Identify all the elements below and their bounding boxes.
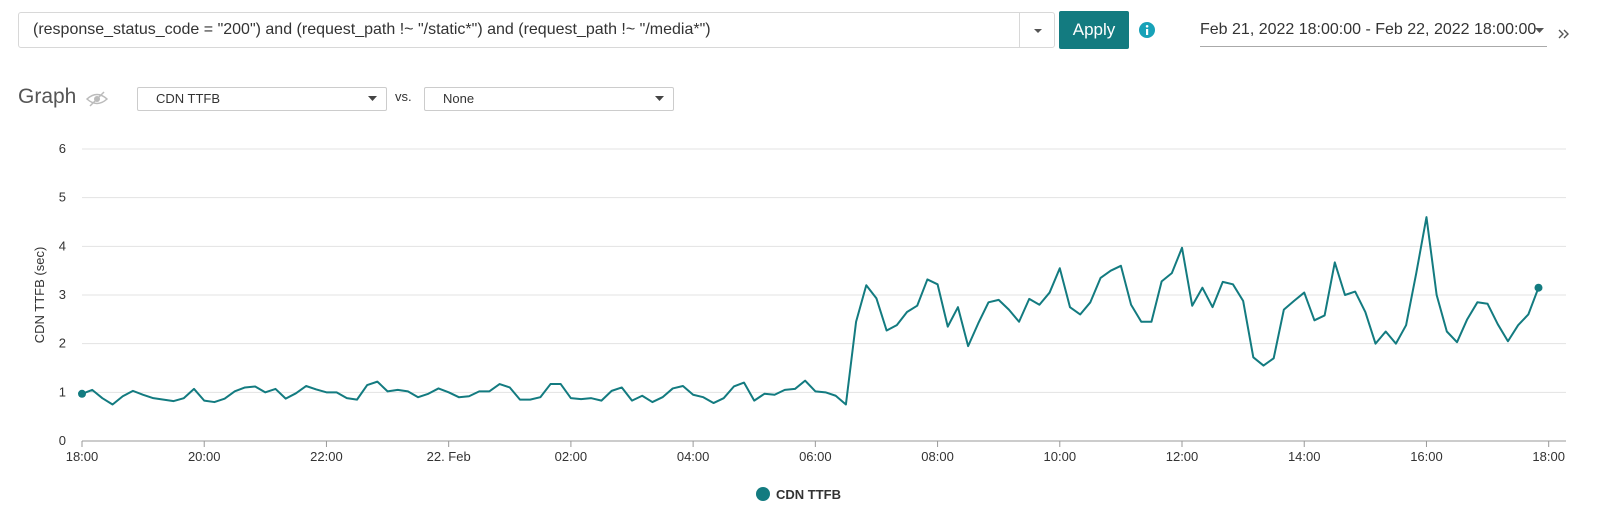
- line-series: [81, 216, 1540, 406]
- y-tick-label: 4: [59, 238, 66, 253]
- x-tick-label: 08:00: [921, 449, 954, 464]
- compare-select[interactable]: None: [424, 87, 674, 111]
- caret-icon: [655, 96, 664, 101]
- x-tick-label: 10:00: [1044, 449, 1077, 464]
- y-tick-label: 1: [59, 384, 66, 399]
- caret-icon: [368, 96, 377, 101]
- date-range[interactable]: Feb 21, 2022 18:00:00 - Feb 22, 2022 18:…: [1200, 16, 1547, 47]
- y-tick-label: 3: [59, 287, 66, 302]
- query-input[interactable]: (response_status_code = "200") and (requ…: [18, 12, 1055, 48]
- visibility-icon[interactable]: [85, 90, 109, 108]
- legend-label: CDN TTFB: [776, 487, 841, 502]
- x-tick-label: 06:00: [799, 449, 832, 464]
- metric-select-text: CDN TTFB: [156, 91, 221, 106]
- graph-title: Graph: [18, 85, 77, 108]
- y-tick-label: 6: [59, 141, 66, 156]
- date-range-text: Feb 21, 2022 18:00:00 - Feb 22, 2022 18:…: [1200, 21, 1537, 38]
- caret-icon: [1034, 29, 1042, 33]
- compare-select-text: None: [443, 91, 475, 106]
- info-icon[interactable]: [1138, 21, 1156, 39]
- apply-button[interactable]: Apply: [1059, 11, 1129, 49]
- x-tick-label: 04:00: [677, 449, 710, 464]
- query-dropdown[interactable]: [1019, 12, 1056, 48]
- x-tick-label: 20:00: [188, 449, 221, 464]
- x-tick-label: 02:00: [555, 449, 588, 464]
- collapse-icon[interactable]: [1556, 26, 1572, 42]
- y-axis-label: CDN TTFB (sec): [32, 247, 47, 344]
- y-tick-label: 0: [59, 433, 66, 448]
- endpoint-marker: [78, 389, 86, 398]
- x-tick-label: 12:00: [1166, 449, 1199, 464]
- caret-icon: [1535, 28, 1544, 33]
- vs-label: vs.: [395, 89, 412, 104]
- metric-select[interactable]: CDN TTFB: [137, 87, 387, 111]
- x-tick-label: 22. Feb: [427, 449, 471, 464]
- x-tick-label: 22:00: [310, 449, 343, 464]
- endpoint-marker: [1534, 283, 1543, 292]
- x-tick-label: 14:00: [1288, 449, 1321, 464]
- x-tick-label: 16:00: [1410, 449, 1443, 464]
- x-tick-label: 18:00: [66, 449, 99, 464]
- y-tick-label: 2: [59, 336, 66, 351]
- y-tick-label: 5: [59, 190, 66, 205]
- x-tick-label: 18:00: [1532, 449, 1565, 464]
- legend-marker: [756, 487, 770, 501]
